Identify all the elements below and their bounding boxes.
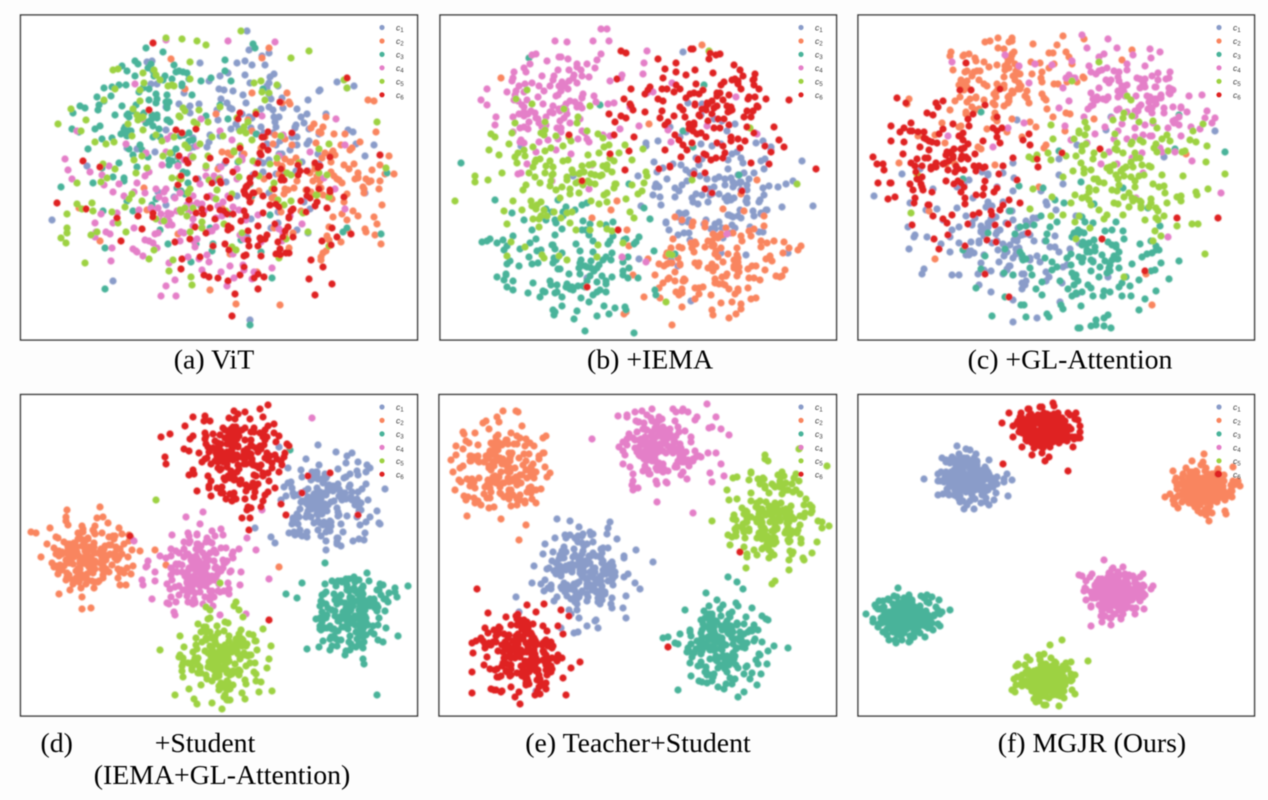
svg-text:c4: c4 bbox=[815, 63, 823, 75]
svg-text:c6: c6 bbox=[1233, 90, 1241, 102]
svg-text:c4: c4 bbox=[1233, 443, 1241, 455]
svg-text:c3: c3 bbox=[1233, 429, 1241, 441]
svg-text:c6: c6 bbox=[396, 90, 404, 102]
svg-text:(c) +GL-Attention: (c) +GL-Attention bbox=[968, 345, 1173, 376]
svg-text:c6: c6 bbox=[815, 469, 823, 481]
svg-text:(a) ViT: (a) ViT bbox=[174, 345, 254, 376]
svg-text:c3: c3 bbox=[815, 50, 823, 62]
svg-text:c4: c4 bbox=[1233, 63, 1241, 75]
svg-text:c1: c1 bbox=[815, 402, 823, 414]
svg-text:c3: c3 bbox=[396, 429, 404, 441]
svg-text:(IEMA+GL-Attention): (IEMA+GL-Attention) bbox=[94, 760, 351, 791]
svg-text:c2: c2 bbox=[396, 416, 404, 428]
svg-text:c1: c1 bbox=[396, 402, 404, 414]
svg-text:c4: c4 bbox=[396, 443, 404, 455]
svg-text:c6: c6 bbox=[1233, 469, 1241, 481]
svg-text:(b) +IEMA: (b) +IEMA bbox=[587, 345, 713, 376]
svg-text:c6: c6 bbox=[396, 469, 404, 481]
svg-text:c6: c6 bbox=[815, 90, 823, 102]
svg-text:c1: c1 bbox=[1233, 23, 1241, 35]
svg-text:+Student: +Student bbox=[155, 728, 256, 759]
svg-text:c4: c4 bbox=[396, 63, 404, 75]
svg-text:(f) MGJR (Ours): (f) MGJR (Ours) bbox=[998, 728, 1186, 759]
svg-text:c1: c1 bbox=[396, 23, 404, 35]
svg-text:c1: c1 bbox=[815, 23, 823, 35]
svg-text:c5: c5 bbox=[815, 456, 823, 468]
svg-text:c5: c5 bbox=[815, 77, 823, 89]
svg-text:c2: c2 bbox=[396, 36, 404, 48]
svg-text:c3: c3 bbox=[396, 50, 404, 62]
svg-text:c1: c1 bbox=[1233, 402, 1241, 414]
svg-text:c5: c5 bbox=[396, 77, 404, 89]
svg-text:c3: c3 bbox=[1233, 50, 1241, 62]
svg-text:(e) Teacher+Student: (e) Teacher+Student bbox=[525, 728, 751, 759]
svg-text:c5: c5 bbox=[396, 456, 404, 468]
svg-text:(d): (d) bbox=[41, 728, 73, 759]
svg-text:c3: c3 bbox=[815, 429, 823, 441]
svg-text:c5: c5 bbox=[1233, 456, 1241, 468]
svg-text:c2: c2 bbox=[815, 416, 823, 428]
svg-text:c2: c2 bbox=[1233, 416, 1241, 428]
svg-text:c2: c2 bbox=[1233, 36, 1241, 48]
svg-text:c2: c2 bbox=[815, 36, 823, 48]
svg-text:c5: c5 bbox=[1233, 77, 1241, 89]
svg-text:c4: c4 bbox=[815, 443, 823, 455]
